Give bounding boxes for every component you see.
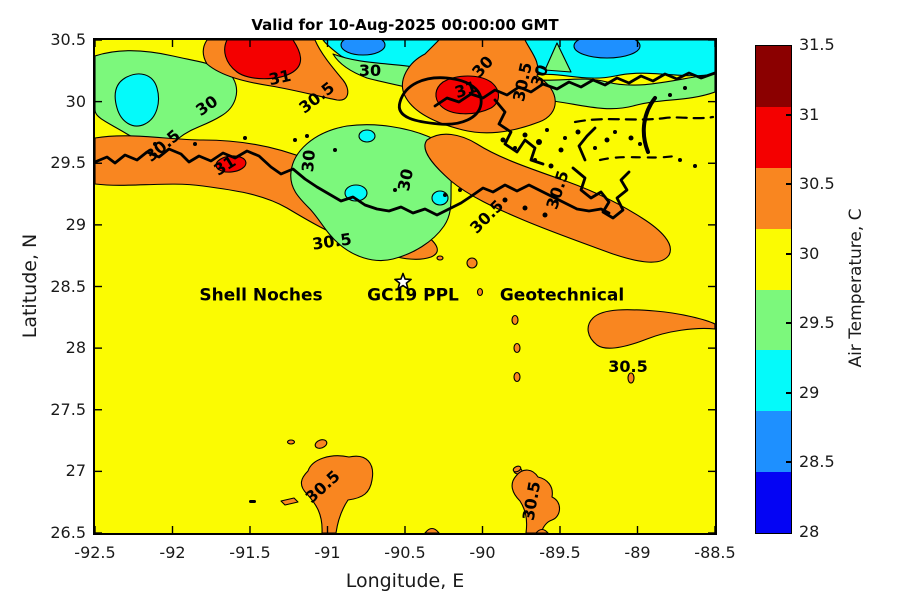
plot-title: Valid for 10-Aug-2025 00:00:00 GMT: [251, 16, 559, 34]
chandeleur-arc: [641, 96, 657, 154]
contour-map-canvas: [95, 40, 715, 533]
x-tick-label: -88.5: [694, 543, 736, 562]
map-plot-area: 30 31 30.5 30 30 31 30.5 30 30.5 31 30 30 30.5 30.5 30…: [93, 38, 717, 535]
colorbar-tick-label: 31: [799, 104, 820, 124]
colorbar-tick-mark: [786, 461, 792, 464]
colorbar-tick-mark: [786, 183, 792, 186]
colorbar-tick-label: 30.5: [799, 174, 835, 194]
x-tick-label: -91: [314, 543, 341, 562]
x-tick-label: -90.5: [384, 543, 426, 562]
x-axis-label: Longitude, E: [345, 570, 465, 592]
colorbar-segment: [756, 46, 791, 107]
colorbar: [755, 45, 792, 534]
y-tick-label: 27.5: [50, 399, 86, 419]
station-star-marker: [394, 272, 412, 290]
colorbar-tick-mark: [786, 391, 792, 394]
colorbar-tick-label: 31.5: [799, 35, 835, 54]
colorbar-segment: [756, 472, 791, 533]
colorbar-label: Air Temperature, C: [846, 208, 866, 368]
x-tick-label: -92.5: [74, 543, 116, 562]
x-tick-label: -91.5: [229, 543, 271, 562]
colorbar-tick-label: 28: [799, 522, 820, 541]
y-tick-label: 28.5: [50, 276, 86, 296]
marsh-speckles: [153, 86, 697, 218]
north-central-warm-core: [401, 40, 556, 134]
east-warm-patch: [587, 309, 715, 384]
southeast-warm-band: [424, 133, 671, 263]
y-tick-label: 30: [65, 91, 86, 111]
colorbar-segment: [756, 167, 791, 229]
colorbar-tick-mark: [786, 252, 792, 255]
colorbar-tick-label: 30: [799, 243, 820, 263]
colorbar-tick-label: 28.5: [799, 452, 835, 472]
colorbar-tick-mark: [786, 113, 792, 116]
y-tick-label: 29.5: [50, 153, 86, 173]
x-tick-label: -92: [159, 543, 186, 562]
x-tick-label: -89: [624, 543, 651, 562]
lake-pontchartrain-outline: [397, 76, 483, 126]
colorbar-tick-label: 29: [799, 382, 820, 402]
colorbar-tick-mark: [786, 322, 792, 325]
y-tick-label: 26.5: [50, 523, 86, 542]
colorbar-segment: [756, 350, 791, 412]
x-tick-label: -90: [469, 543, 496, 562]
colorbar-segment: [756, 106, 791, 168]
axis-tick-marks: [95, 40, 715, 533]
colorbar-tick-label: 29.5: [799, 313, 835, 333]
northwest-warm-core: [202, 40, 349, 101]
northwest-cool-pool: [95, 50, 238, 146]
colorbar-segment: [756, 411, 791, 473]
x-tick-label: -89.5: [539, 543, 581, 562]
south-east-warm-spot: [511, 465, 561, 533]
coastline: [95, 71, 715, 220]
south-central-warm-spot: [249, 439, 374, 533]
y-tick-label: 28: [65, 338, 86, 358]
y-tick-label: 30.5: [50, 30, 86, 49]
y-tick-label: 27: [65, 461, 86, 481]
colorbar-segment: [756, 228, 791, 290]
bottom-edge-contour-bumps: [424, 527, 549, 533]
y-tick-label: 29: [65, 214, 86, 234]
colorbar-segment: [756, 289, 791, 351]
